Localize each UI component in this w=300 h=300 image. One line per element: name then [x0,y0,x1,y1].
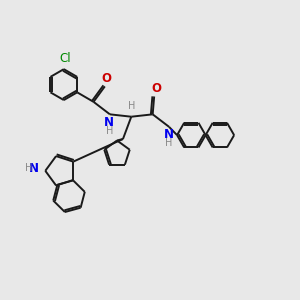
Text: N: N [104,116,114,128]
Text: Cl: Cl [59,52,71,65]
Text: O: O [102,72,112,85]
Text: N: N [29,162,39,175]
Text: H: H [128,101,136,111]
Text: H: H [165,138,173,148]
Text: H: H [25,164,32,173]
Text: O: O [151,82,161,95]
Text: N: N [164,128,174,141]
Text: H: H [106,126,113,136]
